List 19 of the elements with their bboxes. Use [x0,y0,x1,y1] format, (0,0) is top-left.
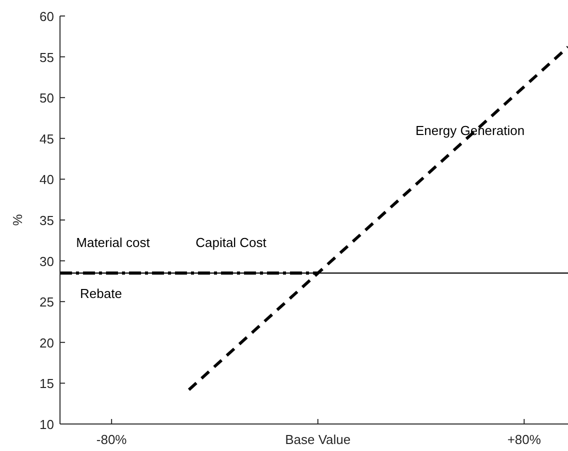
y-tick-label: 10 [40,417,54,432]
y-tick-label: 15 [40,376,54,392]
y-tick-label: 35 [40,213,54,228]
x-tick-label: -80% [96,432,128,447]
y-tick-label: 25 [40,294,54,310]
y-tick-label: 20 [40,335,54,350]
x-tick-label: +80% [507,432,542,447]
annotation: Material cost [76,235,150,250]
y-tick-label: 45 [40,131,54,146]
y-tick-label: 40 [40,172,54,188]
annotation: Capital Cost [196,235,267,250]
annotation: Rebate [80,286,122,301]
y-tick-label: 55 [40,50,54,65]
y-tick-label: 50 [40,90,54,106]
y-tick-label: 60 [40,9,54,24]
x-tick-label: Base Value [285,432,351,447]
y-tick-label: 30 [40,254,54,269]
annotation: Energy Generation [415,123,525,138]
y-axis-title: % [10,214,25,226]
